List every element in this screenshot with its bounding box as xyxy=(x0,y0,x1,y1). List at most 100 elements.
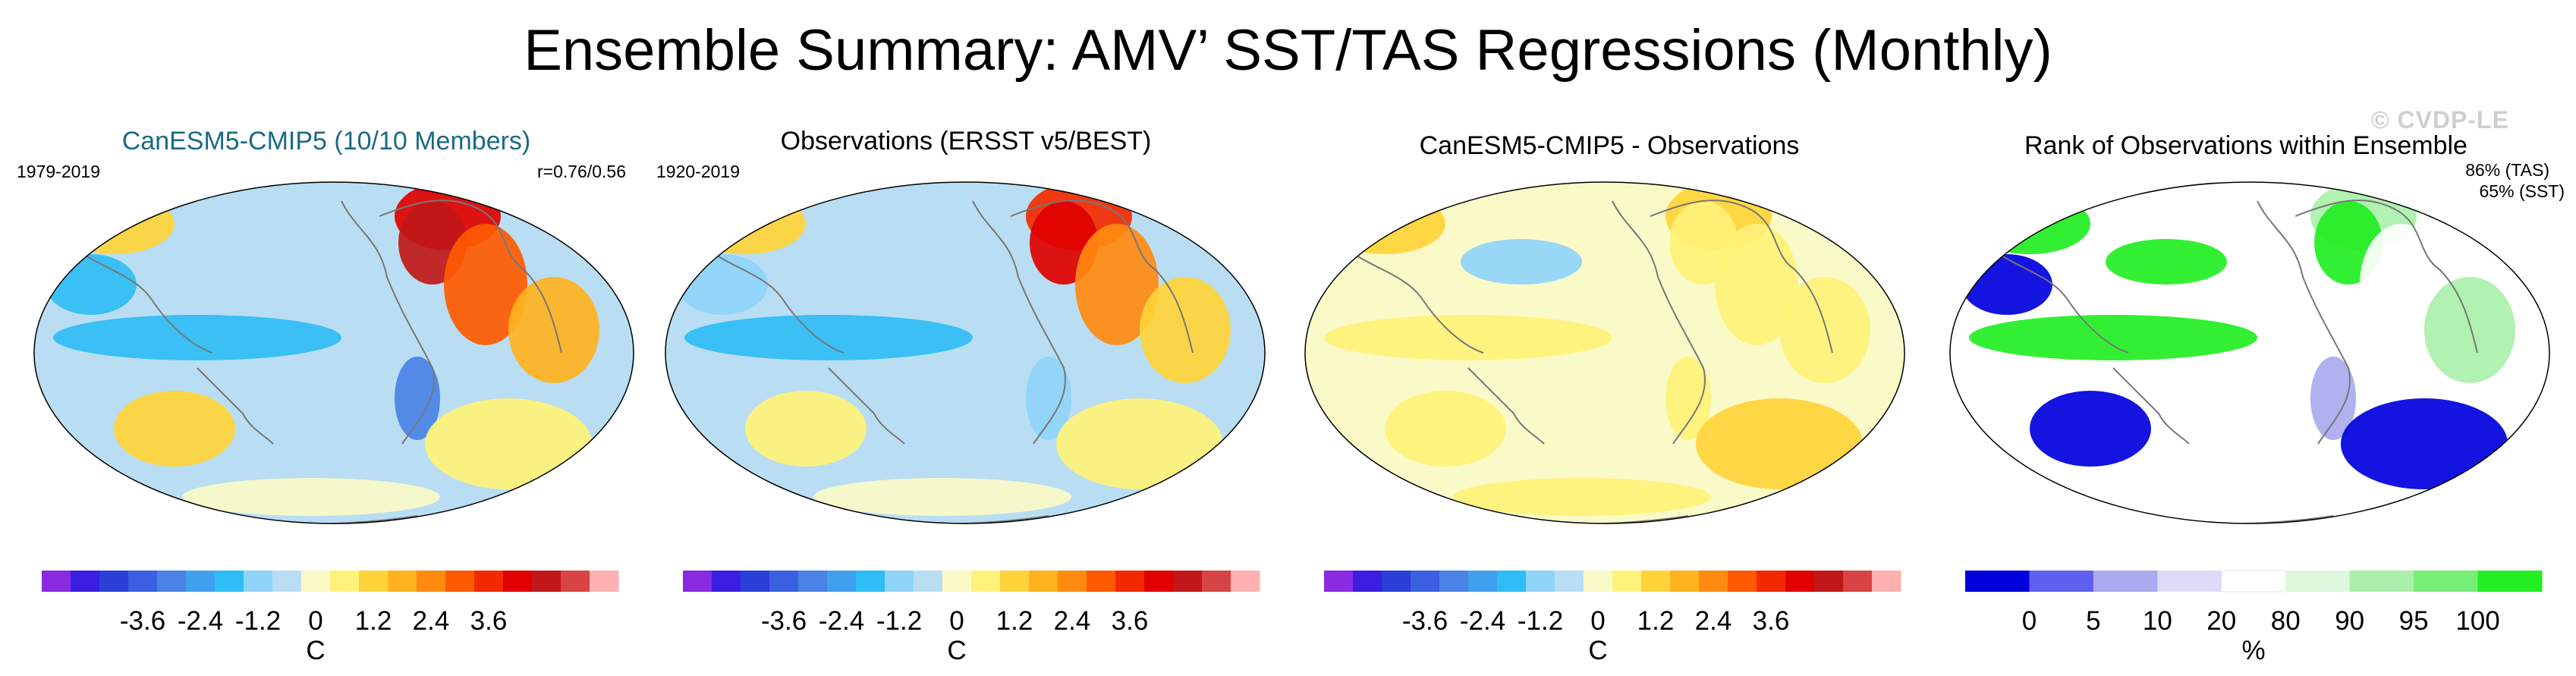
colorbar-swatch xyxy=(561,571,590,592)
panel-4-map xyxy=(1949,181,2550,524)
colorbar-swatch xyxy=(942,571,972,592)
map-field-region xyxy=(1385,391,1506,467)
panel-1-period: 1979-2019 xyxy=(17,162,100,181)
panel-3-map xyxy=(1304,181,1905,524)
panel-1-colorbar: -3.6 -2.4 -1.2 0 1.2 2.4 3.6 C xyxy=(42,571,619,665)
colorbar-tick-label: 0 xyxy=(1590,606,1605,636)
panel-1-title: CanESM5-CMIP5 (10/10 Members) xyxy=(121,127,531,156)
colorbar-tick-label: -2.4 xyxy=(178,606,223,636)
map-field-region xyxy=(395,357,440,440)
panel-2-period: 1920-2019 xyxy=(656,162,740,181)
panel-3-colorbar: -3.6 -2.4 -1.2 0 1.2 2.4 3.6 C xyxy=(1324,571,1901,665)
colorbar-swatch xyxy=(590,571,619,592)
colorbar-tick-label: 5 xyxy=(2086,606,2100,636)
colorbar-tick-label: 100 xyxy=(2455,606,2499,636)
map-field-region xyxy=(684,193,806,254)
map-border xyxy=(1304,181,1905,524)
colorbar-tick-label: -1.2 xyxy=(235,606,281,636)
coastline xyxy=(972,200,1066,445)
coastline xyxy=(1650,200,1833,354)
colorbar-swatch xyxy=(1872,571,1901,592)
colorbar-swatch xyxy=(1670,571,1700,592)
colorbar-swatch xyxy=(474,571,504,592)
coastline xyxy=(714,253,845,354)
coastline xyxy=(2112,367,2190,445)
colorbar-swatch xyxy=(99,571,129,592)
colorbar-swatch xyxy=(1641,571,1671,592)
coastline xyxy=(2257,200,2351,445)
colorbar-swatch xyxy=(388,571,417,592)
map-field-region xyxy=(425,398,592,489)
map-border xyxy=(665,181,1266,524)
coastline xyxy=(2294,200,2478,354)
colorbar-swatch xyxy=(1000,571,1030,592)
map-field-region xyxy=(508,277,599,383)
colorbar-swatch xyxy=(2349,571,2414,592)
colorbar-tick-label: -1.2 xyxy=(1518,606,1563,636)
colorbar-swatch xyxy=(1144,571,1174,592)
map-field-region xyxy=(813,478,1071,516)
colorbar-tick-label: 3.6 xyxy=(1112,606,1149,636)
colorbar-tick-label: 1.2 xyxy=(1637,606,1675,636)
coastline xyxy=(379,200,562,354)
panel-3-title: CanESM5-CMIP5 - Observations xyxy=(1419,131,1800,160)
colorbar-swatch xyxy=(71,571,100,592)
colorbar-swatch xyxy=(683,571,712,592)
colorbar-swatch xyxy=(2029,571,2094,592)
colorbar-tick-label: 3.6 xyxy=(1753,606,1790,636)
colorbar-swatch xyxy=(1324,571,1354,592)
map-field-region xyxy=(1140,277,1231,383)
coastline xyxy=(83,253,213,354)
colorbar-swatch xyxy=(2414,571,2479,592)
colorbar-swatch xyxy=(128,571,158,592)
colorbar-tick-label: -2.4 xyxy=(819,606,864,636)
colorbar-tick-label: -3.6 xyxy=(761,606,807,636)
panel-2-colorbar: -3.6 -2.4 -1.2 0 1.2 2.4 3.6 C xyxy=(683,571,1260,665)
panel-2-map xyxy=(665,181,1266,524)
map-field-region xyxy=(2341,398,2508,489)
colorbar-tick-label: -2.4 xyxy=(1460,606,1505,636)
figure-title: Ensemble Summary: AMV’ SST/TAS Regressio… xyxy=(524,18,2052,83)
colorbar-swatch xyxy=(1439,571,1469,592)
map-field-region xyxy=(1324,315,1612,360)
colorbar-swatch xyxy=(2157,571,2222,592)
panel-1-correlation: r=0.76/0.56 xyxy=(536,162,626,181)
colorbar-swatch xyxy=(1468,571,1498,592)
panel-4-colorbar: 0 5 10 20 80 90 95 100% xyxy=(1965,570,2543,665)
colorbar-swatch xyxy=(2221,570,2287,593)
coastline xyxy=(1467,367,1545,445)
map-border xyxy=(33,181,634,524)
map-field-region xyxy=(1715,224,1798,345)
colorbar-swatch xyxy=(1728,571,1757,592)
map-field-region xyxy=(1779,277,1870,383)
map-field-region xyxy=(1969,193,2090,254)
panel-4-sst-percent: 65% (SST) xyxy=(2479,181,2565,201)
colorbar-tick-label: 2.4 xyxy=(1054,606,1091,636)
colorbar-swatch xyxy=(1087,571,1116,592)
map-field-region xyxy=(2424,277,2515,383)
colorbar-tick-label: 80 xyxy=(2271,606,2301,636)
colorbar-swatch xyxy=(914,571,943,592)
coastline xyxy=(1999,253,2129,354)
colorbar-swatch xyxy=(215,571,244,592)
map-field-region xyxy=(444,224,527,345)
colorbar-swatch xyxy=(1612,571,1642,592)
colorbar-swatch xyxy=(1526,571,1555,592)
colorbar-swatch xyxy=(741,571,770,592)
map-field-region xyxy=(1056,398,1223,489)
colorbar-tick-label: 0 xyxy=(308,606,322,636)
map-field-region xyxy=(1075,224,1159,345)
colorbar-swatch xyxy=(2477,571,2543,592)
colorbar-swatch xyxy=(157,571,187,592)
colorbar-swatch xyxy=(1058,571,1087,592)
colorbar-unit-label: % xyxy=(2241,636,2265,665)
map-field-region xyxy=(1665,357,1711,440)
map-field-region xyxy=(2106,239,2227,285)
map-field-region xyxy=(2098,478,2356,516)
colorbar-swatch xyxy=(827,571,857,592)
map-field-region xyxy=(684,315,973,360)
colorbar-tick-label: 90 xyxy=(2335,606,2364,636)
colorbar-swatch xyxy=(272,571,302,592)
colorbar-swatch xyxy=(769,571,799,592)
coastline xyxy=(828,367,905,445)
